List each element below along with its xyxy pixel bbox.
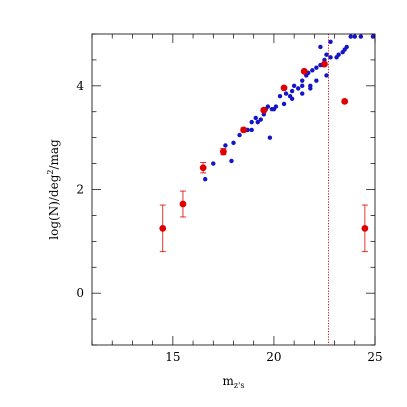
scatter-point xyxy=(249,127,254,133)
y-axis-label: log(N)/deg2/mag xyxy=(46,139,61,240)
scatter-point xyxy=(229,158,234,164)
scatter-point xyxy=(291,83,297,89)
scatter-point xyxy=(223,143,228,148)
data-point xyxy=(321,60,328,68)
scatter-point xyxy=(258,117,263,122)
data-point xyxy=(240,126,248,134)
data-point xyxy=(300,67,308,75)
tick-labels: 15 20 25 0 2 4 xyxy=(76,79,382,364)
scatter-point xyxy=(300,91,305,96)
scatter-point xyxy=(308,86,313,91)
data-point xyxy=(199,164,207,172)
x-axis-label-sub: z's xyxy=(234,381,245,390)
scatter-point xyxy=(289,88,295,94)
scatter-point xyxy=(328,39,333,44)
plot-frame xyxy=(91,33,376,346)
data-point xyxy=(280,84,288,92)
scatter-point xyxy=(289,96,295,101)
y-tick-label: 0 xyxy=(76,286,84,300)
scatter-point xyxy=(283,91,289,96)
errorbar-point xyxy=(260,106,268,114)
data-point xyxy=(219,148,227,156)
scatter-point xyxy=(211,161,216,166)
scatter-point xyxy=(348,34,353,39)
axis-ticks xyxy=(91,33,376,346)
scatter-point xyxy=(370,34,375,39)
scatter-point xyxy=(231,140,236,146)
scatter-point xyxy=(273,104,279,109)
scatter-point xyxy=(300,78,305,83)
scatter-point xyxy=(352,34,357,39)
scatter-point xyxy=(295,86,301,91)
scatter-point xyxy=(318,44,323,50)
errorbar-point xyxy=(300,67,308,75)
errorbar-point xyxy=(219,148,227,156)
data-point xyxy=(179,200,187,208)
data-point xyxy=(260,106,268,114)
scatter-point xyxy=(314,78,319,83)
scatter-point xyxy=(267,135,273,140)
scatter-point xyxy=(324,52,329,57)
scatter-point xyxy=(203,176,208,182)
scatter-point xyxy=(253,115,258,121)
scatter-point xyxy=(281,101,287,107)
chart-marks xyxy=(159,34,375,345)
scatter-point xyxy=(328,55,333,60)
y-axis-label-tail: /mag xyxy=(47,139,61,170)
errorbar-point xyxy=(159,204,167,253)
scatter-point xyxy=(255,119,260,125)
x-tick-label: 25 xyxy=(367,350,382,364)
scatter-point xyxy=(300,83,305,89)
scatter-point xyxy=(277,94,283,99)
scatter-point xyxy=(336,52,341,57)
errorbar-point xyxy=(341,97,349,105)
y-axis-label-sup: 2 xyxy=(46,170,55,175)
y-tick-label: 4 xyxy=(76,79,84,93)
errorbar-point xyxy=(361,204,369,253)
x-axis-label-main: m xyxy=(223,374,235,388)
scatter-point xyxy=(358,34,364,39)
errorbar-point xyxy=(199,162,207,174)
scatter-point xyxy=(265,104,271,109)
x-tick-label: 20 xyxy=(266,350,281,364)
x-axis-label: mz's xyxy=(223,374,245,390)
errorbar-point xyxy=(240,126,248,134)
scatter-point xyxy=(249,119,254,125)
scatter-point xyxy=(324,73,329,78)
y-tick-label: 2 xyxy=(76,183,84,197)
scatter-point xyxy=(314,65,319,70)
scatter-point xyxy=(310,68,315,73)
scatter-point xyxy=(237,132,242,138)
errorbar-point xyxy=(321,60,328,68)
x-tick-label: 15 xyxy=(165,350,180,364)
y-axis-label-main: log(N)/deg xyxy=(47,174,61,239)
errorbar-point xyxy=(179,190,187,218)
data-point xyxy=(341,97,349,105)
scatter-point xyxy=(344,44,349,50)
data-point xyxy=(361,224,369,232)
errorbar-point xyxy=(280,84,288,92)
data-point xyxy=(159,224,167,232)
